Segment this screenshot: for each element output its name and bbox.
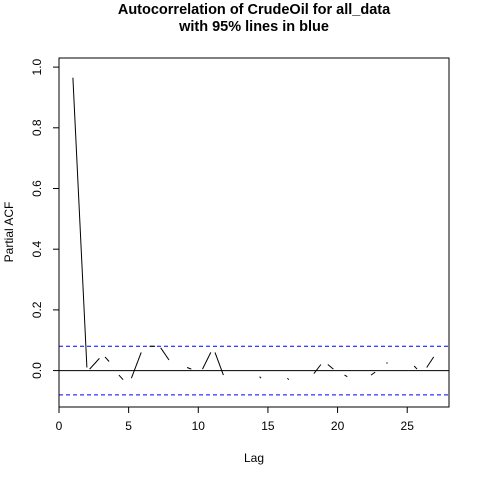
x-axis-label: Lag [244,451,264,465]
chart-title: Autocorrelation of CrudeOil for all_data [118,2,391,18]
pacf-segment [370,371,376,376]
pacf-segment [344,374,348,378]
chart-subtitle: with 95% lines in blue [178,19,329,35]
pacf-segment [287,377,290,381]
pacf-segment [313,364,322,374]
pacf-segment [160,347,170,361]
pacf-segment [259,376,262,379]
x-tick-label: 15 [261,419,275,433]
pacf-segment [118,374,124,381]
pacf-segment [186,367,192,370]
pacf-segment [214,352,224,376]
pacf-segment [130,352,142,379]
x-tick-label: 10 [192,419,206,433]
y-tick-label: 0.2 [30,301,44,318]
pacf-segment [104,356,110,362]
y-axis-label: Partial ACF [2,202,16,263]
x-tick-label: 5 [125,419,132,433]
y-tick-label: 0.6 [30,180,44,197]
x-tick-label: 20 [331,419,345,433]
plot-area [59,77,449,396]
pacf-segment [89,358,100,370]
x-tick-label: 25 [401,419,415,433]
plot-frame [58,57,450,408]
y-tick-label: 0.8 [30,119,44,136]
x-tick-label: 0 [56,419,63,433]
pacf-segment [426,356,435,368]
pacf-segment [327,364,334,370]
y-tick-label: 0.0 [30,362,44,379]
pacf-segment [72,77,88,368]
pacf-segment [202,352,212,370]
pacf-segment [413,365,418,370]
y-tick-label: 1.0 [30,58,44,75]
y-tick-label: 0.4 [30,241,44,258]
